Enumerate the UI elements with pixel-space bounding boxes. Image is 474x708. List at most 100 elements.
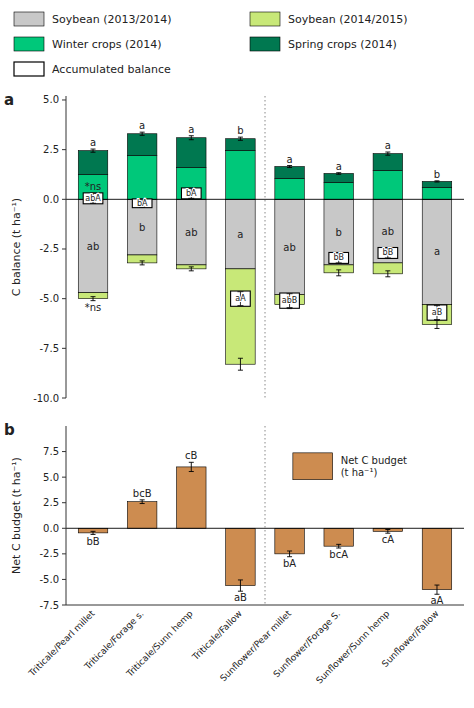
bar	[275, 167, 304, 179]
error-bar	[91, 531, 96, 534]
annotation: bA	[137, 199, 148, 208]
y-tick-label: 0.0	[43, 523, 59, 534]
error-bar	[238, 358, 243, 370]
x-tick-label: Triticale/Fallow	[190, 608, 244, 662]
annotation: bA	[186, 189, 197, 198]
y-tick	[62, 451, 66, 452]
label-line: Net C budget	[341, 455, 407, 466]
group-divider	[265, 96, 266, 398]
y-tick-label: 2.5	[43, 144, 59, 155]
y-tick	[62, 298, 66, 299]
x-tick-label: Sunflower/Sunn hemp	[314, 608, 392, 686]
bar	[324, 173, 353, 182]
y-tick	[62, 199, 66, 200]
annotation: aA	[235, 294, 246, 303]
annotation: b	[237, 125, 243, 136]
annotation: b	[139, 222, 145, 233]
bar	[324, 528, 353, 546]
chart: -10.0-7.5-5.0-2.50.02.55.0C balance (t h…	[0, 0, 474, 708]
bar	[324, 199, 353, 265]
x-axis-line	[66, 605, 464, 606]
error-bar	[434, 181, 439, 182]
y-tick-label: -10.0	[33, 393, 59, 404]
legend-entry: Spring crops (2014)	[288, 38, 397, 51]
balance-box	[280, 293, 300, 308]
error-bar	[91, 149, 96, 152]
bar	[127, 156, 156, 200]
y-tick-label: -2.5	[39, 548, 59, 559]
y-tick-label: -5.0	[39, 574, 59, 585]
y-tick-label: 7.5	[43, 446, 59, 457]
annotation: cB	[185, 450, 197, 461]
legend-entry: Winter crops (2014)	[52, 38, 162, 51]
balance-box	[132, 199, 152, 208]
panel: -7.5-5.0-2.50.02.55.07.5Triticale/Pearl …	[4, 421, 464, 686]
bar	[78, 151, 107, 175]
annotation: abB	[282, 296, 297, 305]
error-bar	[238, 137, 243, 140]
y-tick-label: 5.0	[43, 472, 59, 483]
y-tick-label: 5.0	[43, 94, 59, 105]
annotation: bcA	[329, 549, 348, 560]
bar	[177, 168, 206, 200]
y-tick	[62, 348, 66, 349]
y-axis-line	[66, 96, 67, 398]
annotation: a	[237, 229, 243, 240]
error-bar	[385, 530, 390, 534]
annotation: abA	[85, 194, 101, 203]
panel: -10.0-7.5-5.0-2.50.02.55.0C balance (t h…	[4, 91, 464, 403]
bar	[422, 199, 451, 304]
bar	[127, 199, 156, 255]
y-tick-label: -5.0	[39, 293, 59, 304]
annotation: aB	[432, 308, 442, 317]
legend-swatch	[14, 37, 44, 51]
legend: Net C budget(t ha⁻¹)	[293, 453, 407, 480]
y-tick-label: -7.5	[39, 600, 59, 611]
annotation: a	[139, 120, 145, 131]
annotations: abbabaabbaba*ns*nsaaabaaababAbAbAaAabBbB…	[85, 120, 442, 317]
balance-box	[231, 291, 251, 306]
y-tick	[62, 579, 66, 580]
y-tick-label: 0.0	[43, 194, 59, 205]
annotation: bB	[333, 253, 344, 262]
annotation: ab	[382, 226, 394, 237]
annotation: a	[90, 137, 96, 148]
error-bar	[140, 132, 145, 135]
annotations: bBbcBcBaBbAbcAcAaA	[86, 450, 443, 606]
legend-entry: Accumulated balance	[52, 63, 171, 76]
error-bar	[336, 270, 341, 276]
bar	[422, 187, 451, 199]
legend-entry: Soybean (2013/2014)	[52, 13, 171, 26]
y-tick	[62, 605, 66, 606]
legend-entry: Soybean (2014/2015)	[288, 13, 407, 26]
y-tick	[62, 477, 66, 478]
plot-marks	[78, 132, 451, 370]
bar	[127, 502, 156, 529]
error-bar	[189, 462, 194, 471]
annotation: b	[336, 227, 342, 238]
annotation: bB	[86, 536, 99, 547]
bar	[275, 199, 304, 294]
bar	[324, 182, 353, 199]
balance-box	[378, 247, 398, 258]
annotation: cA	[382, 534, 394, 545]
error-bar	[140, 500, 145, 504]
error-bar	[189, 267, 194, 271]
annotation: ab	[185, 227, 197, 238]
bar	[226, 151, 255, 200]
label-line: (t ha⁻¹)	[341, 467, 378, 478]
legend-swatch	[293, 453, 333, 480]
y-tick	[62, 149, 66, 150]
annotation: bB	[383, 248, 394, 257]
legend-swatch	[250, 12, 280, 26]
point-marks	[83, 188, 447, 320]
annotation: a	[188, 124, 194, 135]
bar	[226, 269, 255, 364]
error-bar	[385, 152, 390, 155]
bar	[373, 199, 402, 263]
error-bar	[336, 544, 341, 548]
legend: Soybean (2013/2014) Soybean (2014/2015) Wi…	[14, 12, 407, 76]
bar	[422, 528, 451, 589]
error-bar	[434, 321, 439, 329]
error-bar	[140, 261, 145, 265]
